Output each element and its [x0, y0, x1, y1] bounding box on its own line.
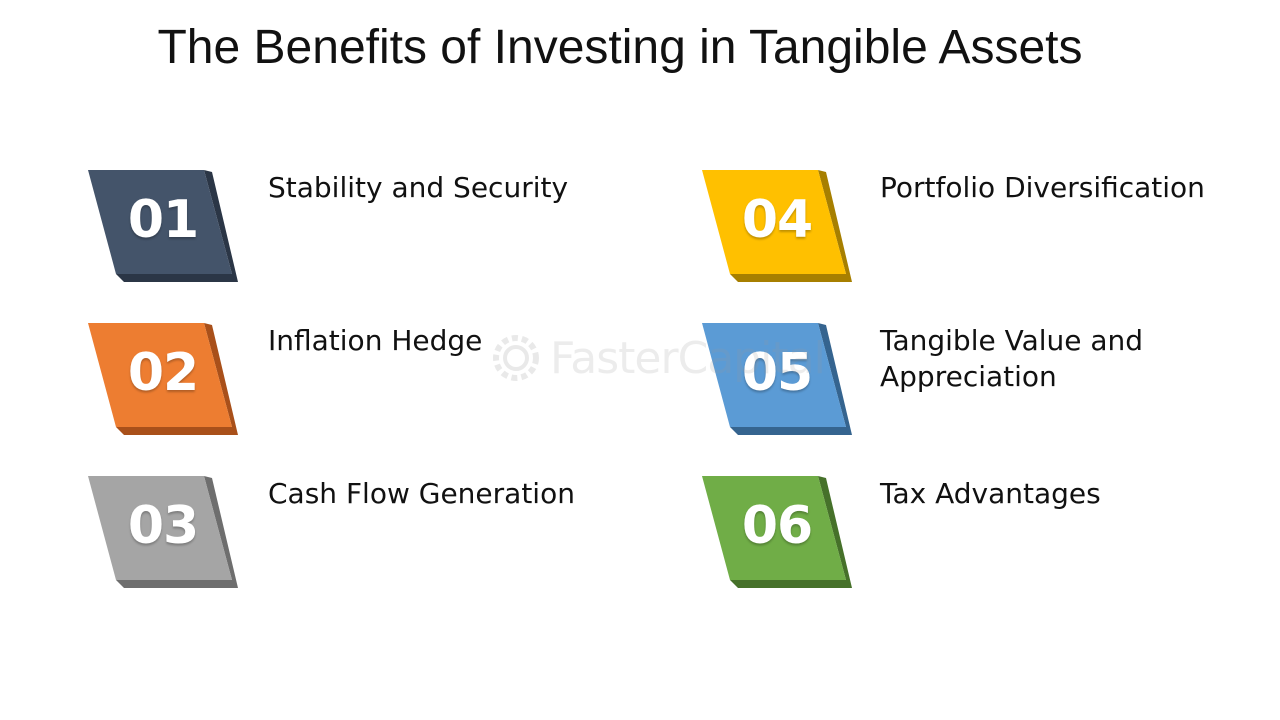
badge-face: [88, 323, 232, 427]
badge-shape: [702, 170, 852, 282]
page-title: The Benefits of Investing in Tangible As…: [157, 21, 1083, 74]
benefit-label: Stability and Security: [268, 171, 569, 204]
badge-number: 03: [127, 496, 199, 556]
benefit-label: Portfolio Diversification: [880, 171, 1205, 204]
badge-number: 02: [127, 343, 199, 403]
number-badge: 02: [88, 323, 238, 437]
badge-face: [88, 476, 232, 580]
badge-shape: [702, 323, 852, 435]
badge-face: [702, 476, 846, 580]
badge-shape: [702, 476, 852, 588]
benefit-label: Tax Advantages: [880, 477, 1101, 510]
badge-face: [88, 170, 232, 274]
badge-face: [702, 170, 846, 274]
badge-number: 06: [741, 496, 813, 556]
benefit-label: Cash Flow Generation: [268, 477, 575, 510]
number-badge: 05: [702, 323, 852, 437]
number-badge: 01: [88, 170, 238, 284]
badge-number: 05: [741, 343, 813, 403]
number-badge: 03: [88, 476, 238, 590]
benefit-label: Tangible Value and Appreciation: [880, 324, 1144, 393]
badge-shape: [88, 323, 238, 435]
badge-number: 04: [741, 190, 813, 250]
badge-shape: [88, 476, 238, 588]
badge-face: [702, 323, 846, 427]
badge-shape: [88, 170, 238, 282]
number-badge: 06: [702, 476, 852, 590]
gear-icon: [493, 335, 539, 381]
benefit-label: Inflation Hedge: [268, 324, 483, 357]
number-badge: 04: [702, 170, 852, 284]
badge-number: 01: [127, 190, 199, 250]
